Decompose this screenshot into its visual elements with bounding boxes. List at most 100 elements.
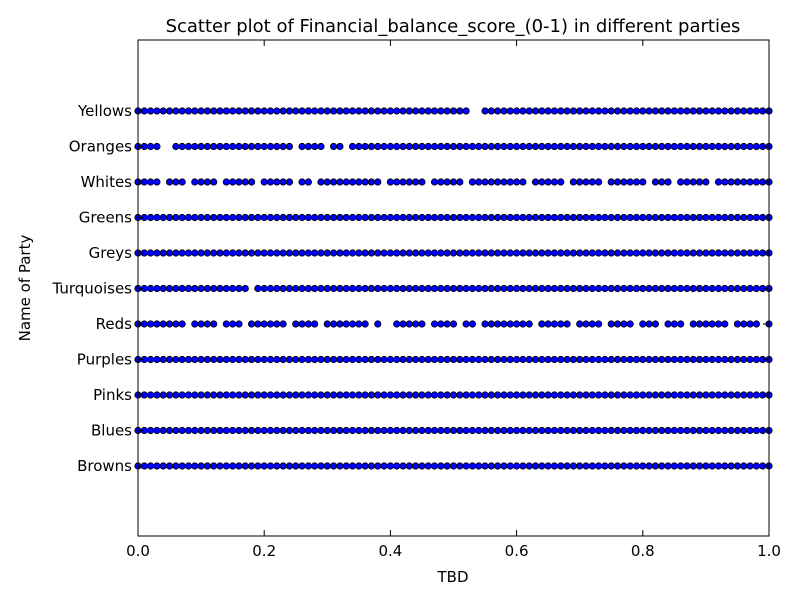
scatter-point xyxy=(525,284,533,293)
scatter-point xyxy=(418,178,426,186)
scatter-point xyxy=(361,320,369,328)
scatter-point xyxy=(285,249,294,257)
scatter-point xyxy=(519,462,527,470)
scatter-point xyxy=(430,462,439,470)
scatter-point xyxy=(613,107,622,115)
scatter-point xyxy=(677,213,685,222)
scatter-point xyxy=(702,142,710,151)
scatter-point xyxy=(519,142,527,151)
scatter-point xyxy=(216,426,224,435)
scatter-point xyxy=(165,249,174,257)
scatter-point xyxy=(658,284,666,293)
scatter-point xyxy=(266,284,275,293)
scatter-point xyxy=(165,462,174,470)
scatter-point xyxy=(683,213,691,222)
scatter-point xyxy=(645,391,653,399)
scatter-point xyxy=(601,462,609,470)
scatter-point xyxy=(285,391,294,399)
scatter-point xyxy=(456,355,464,364)
scatter-point xyxy=(512,426,521,435)
scatter-point xyxy=(462,426,470,435)
scatter-point xyxy=(159,462,167,470)
scatter-point xyxy=(595,462,603,470)
scatter-point xyxy=(229,178,237,186)
scatter-point xyxy=(746,426,754,435)
scatter-point xyxy=(178,249,186,257)
y-tick-label: Turquoises xyxy=(51,280,132,298)
scatter-point xyxy=(330,249,338,257)
scatter-point xyxy=(595,320,603,328)
scatter-point xyxy=(380,426,388,435)
scatter-point xyxy=(292,284,300,293)
scatter-point xyxy=(222,178,230,186)
scatter-point xyxy=(260,320,268,328)
scatter-point xyxy=(702,249,710,257)
scatter-point xyxy=(424,426,432,435)
scatter-point xyxy=(235,462,243,470)
scatter-point xyxy=(576,462,584,470)
scatter-point xyxy=(645,107,653,115)
scatter-point xyxy=(292,249,300,257)
scatter-point xyxy=(500,142,508,151)
scatter-point xyxy=(607,142,615,151)
scatter-point xyxy=(740,426,748,435)
scatter-point xyxy=(544,355,552,364)
scatter-point xyxy=(229,355,237,364)
scatter-point xyxy=(241,142,249,151)
scatter-point xyxy=(292,355,300,364)
scatter-point xyxy=(298,391,306,399)
scatter-point xyxy=(569,462,577,470)
scatter-point xyxy=(266,426,275,435)
scatter-point xyxy=(695,320,704,328)
scatter-point xyxy=(380,391,388,399)
scatter-point xyxy=(462,462,470,470)
scatter-point xyxy=(601,107,609,115)
scatter-point xyxy=(374,391,382,399)
scatter-point xyxy=(658,142,666,151)
scatter-point xyxy=(651,178,660,186)
scatter-point xyxy=(569,213,577,222)
scatter-point xyxy=(216,249,224,257)
scatter-point xyxy=(689,462,697,470)
scatter-point xyxy=(481,178,489,186)
scatter-point xyxy=(317,249,325,257)
scatter-point xyxy=(449,178,458,186)
scatter-point xyxy=(582,107,590,115)
axes-frame xyxy=(137,39,770,537)
scatter-point xyxy=(557,249,565,257)
scatter-point xyxy=(273,391,281,399)
scatter-point xyxy=(178,462,186,470)
scatter-point xyxy=(266,391,275,399)
scatter-point xyxy=(500,320,508,328)
scatter-point xyxy=(645,249,653,257)
scatter-point xyxy=(437,213,445,222)
scatter-point xyxy=(449,249,458,257)
scatter-point xyxy=(506,249,514,257)
scatter-point xyxy=(298,284,306,293)
scatter-point xyxy=(304,320,312,328)
scatter-point xyxy=(727,462,735,470)
scatter-point xyxy=(172,355,180,364)
scatter-point xyxy=(519,391,527,399)
scatter-point xyxy=(588,178,596,186)
scatter-point xyxy=(273,107,281,115)
scatter-point xyxy=(298,426,306,435)
scatter-point xyxy=(437,355,445,364)
scatter-point xyxy=(456,462,464,470)
scatter-point xyxy=(664,391,672,399)
scatter-point xyxy=(147,178,155,186)
scatter-point xyxy=(525,249,533,257)
scatter-point xyxy=(210,284,218,293)
scatter-point xyxy=(367,462,376,470)
scatter-point xyxy=(588,107,596,115)
scatter-point xyxy=(348,142,357,151)
scatter-point xyxy=(595,107,603,115)
scatter-point xyxy=(695,249,704,257)
scatter-point xyxy=(361,426,369,435)
scatter-point xyxy=(607,249,615,257)
scatter-point xyxy=(153,426,161,435)
scatter-point xyxy=(348,462,357,470)
scatter-point xyxy=(184,249,193,257)
scatter-point xyxy=(557,284,565,293)
scatter-point xyxy=(557,320,565,328)
